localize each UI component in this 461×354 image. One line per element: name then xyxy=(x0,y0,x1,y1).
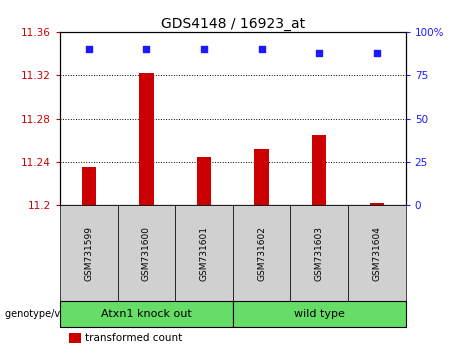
Text: GSM731599: GSM731599 xyxy=(84,225,93,281)
Text: GSM731604: GSM731604 xyxy=(372,225,381,281)
Title: GDS4148 / 16923_at: GDS4148 / 16923_at xyxy=(161,17,305,31)
Text: GSM731601: GSM731601 xyxy=(200,225,208,281)
Text: genotype/variation ▶: genotype/variation ▶ xyxy=(5,309,108,319)
Point xyxy=(258,46,266,52)
Point xyxy=(200,46,207,52)
Text: Atxn1 knock out: Atxn1 knock out xyxy=(101,309,192,319)
Point xyxy=(142,46,150,52)
Bar xyxy=(312,135,326,205)
Text: GSM731603: GSM731603 xyxy=(315,225,324,281)
Text: GSM731600: GSM731600 xyxy=(142,225,151,281)
Point xyxy=(85,46,92,52)
Text: wild type: wild type xyxy=(294,309,345,319)
Bar xyxy=(370,203,384,205)
Point xyxy=(315,50,323,56)
Bar xyxy=(254,149,269,205)
Bar xyxy=(139,73,154,205)
Bar xyxy=(197,156,211,205)
Point xyxy=(373,50,381,56)
Text: transformed count: transformed count xyxy=(85,333,183,343)
Text: GSM731602: GSM731602 xyxy=(257,225,266,281)
Bar xyxy=(82,167,96,205)
